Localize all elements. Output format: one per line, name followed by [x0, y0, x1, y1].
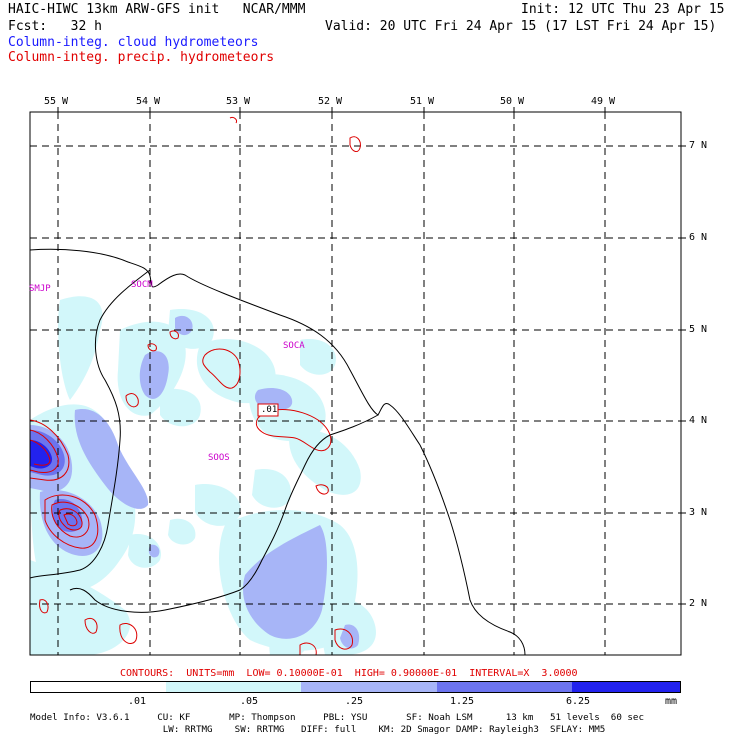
lat-label: 6 N	[689, 232, 708, 243]
lat-label: 5 N	[689, 324, 708, 335]
coastline-borders	[30, 248, 526, 655]
legend-precip: Column-integ. precip. hydrometeors	[8, 50, 275, 65]
lat-label: 4 N	[689, 415, 708, 426]
colorbar-segment	[166, 682, 302, 692]
contour-label: .01	[261, 405, 278, 415]
lon-label: 54 W	[136, 96, 161, 107]
colorbar-label: 1.25	[450, 696, 475, 707]
lat-lon-grid	[30, 112, 681, 655]
colorbar-label: 6.25	[566, 696, 591, 707]
colorbar-label: .01	[128, 696, 147, 707]
lat-label: 3 N	[689, 507, 708, 518]
lon-label: 49 W	[591, 96, 616, 107]
station-label: SOOS	[208, 453, 230, 463]
lon-label: 52 W	[318, 96, 343, 107]
map-frame	[29, 111, 682, 656]
station-label: SOCA	[283, 341, 305, 351]
station-label: SOCM	[131, 280, 153, 290]
colorbar-segment	[301, 682, 437, 692]
colorbar-segment	[31, 682, 167, 692]
colorbar-label: .25	[345, 696, 364, 707]
plot-title: HAIC-HIWC 13km ARW-GFS init NCAR/MMM	[8, 2, 306, 17]
model-info-line1: Model Info: V3.6.1 CU: KF MP: Thompson P…	[30, 712, 644, 723]
colorbar-segment	[436, 682, 572, 692]
lon-label: 53 W	[226, 96, 251, 107]
model-info-line2: LW: RRTMG SW: RRTMG DIFF: full KM: 2D Sm…	[30, 724, 606, 735]
cloud-field-core	[30, 440, 53, 469]
legend-cloud: Column-integ. cloud hydrometeors	[8, 35, 259, 50]
lat-label: 7 N	[689, 140, 708, 151]
colorbar-label: .05	[240, 696, 259, 707]
precip-contours	[30, 117, 361, 655]
lat-label: 2 N	[689, 598, 708, 609]
init-time: Init: 12 UTC Thu 23 Apr 15	[521, 2, 725, 17]
colorbar-units: mm	[665, 696, 678, 707]
lon-label: 55 W	[44, 96, 69, 107]
station-label: SMJP	[29, 284, 51, 294]
colorbar	[30, 681, 681, 693]
forecast-hour: Fcst: 32 h	[8, 19, 102, 34]
lon-label: 50 W	[500, 96, 525, 107]
lon-label: 51 W	[410, 96, 435, 107]
valid-time: Valid: 20 UTC Fri 24 Apr 15 (17 LST Fri …	[325, 19, 717, 34]
contour-info: CONTOURS: UNITS=mm LOW= 0.10000E-01 HIGH…	[120, 668, 578, 679]
colorbar-segment	[571, 682, 680, 692]
